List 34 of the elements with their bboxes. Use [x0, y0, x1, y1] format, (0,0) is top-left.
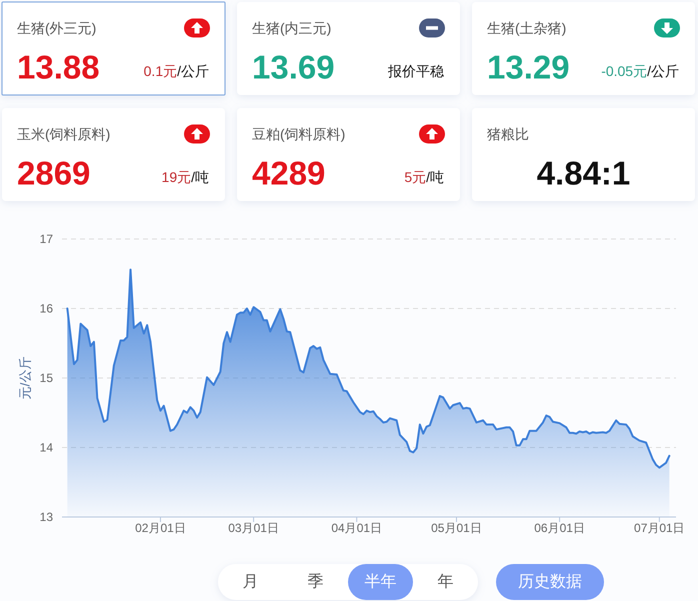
- label: 历史数据: [518, 574, 582, 590]
- x-tick-label: 07月01日: [634, 521, 685, 535]
- data-label: 2869: [17, 154, 90, 192]
- data-label: 13.29: [487, 48, 570, 86]
- y-tick-label: 17: [40, 232, 54, 246]
- y-tick-label: 16: [40, 302, 54, 316]
- data-label: 4.84:1: [536, 154, 630, 192]
- data-label: 5元: [404, 169, 426, 185]
- label: 月: [242, 574, 258, 590]
- y-tick-label: 14: [40, 440, 54, 454]
- x-tick-label: 06月01日: [534, 521, 585, 535]
- label: 年: [438, 574, 454, 590]
- label: 季: [308, 574, 324, 590]
- text: 生猪(土杂猪): [487, 20, 566, 36]
- text: /公斤: [647, 63, 679, 79]
- y-tick-label: 15: [40, 371, 54, 385]
- text: /吨: [191, 169, 209, 185]
- x-tick-label: 03月01日: [228, 521, 279, 535]
- text: /吨: [426, 169, 444, 185]
- data-label: 19元: [162, 169, 192, 185]
- text: 猪粮比: [487, 126, 529, 142]
- label: 半年: [364, 574, 396, 590]
- data-label: 4289: [252, 154, 326, 192]
- text: 玉米(饲料原料): [17, 126, 110, 142]
- data-label: -0.05元: [601, 63, 648, 79]
- y-tick-label: 13: [40, 510, 54, 524]
- x-tick-label: 05月01日: [431, 521, 482, 535]
- x-tick-label: 04月01日: [331, 521, 382, 535]
- text: 报价平稳: [387, 63, 444, 79]
- text: 豆粕(饲料原料): [252, 126, 346, 142]
- y-axis-title: 元/公斤: [18, 356, 32, 400]
- data-label: 13.69: [252, 48, 335, 86]
- text: 生猪(内三元): [252, 20, 332, 36]
- x-tick-label: 02月01日: [135, 521, 186, 535]
